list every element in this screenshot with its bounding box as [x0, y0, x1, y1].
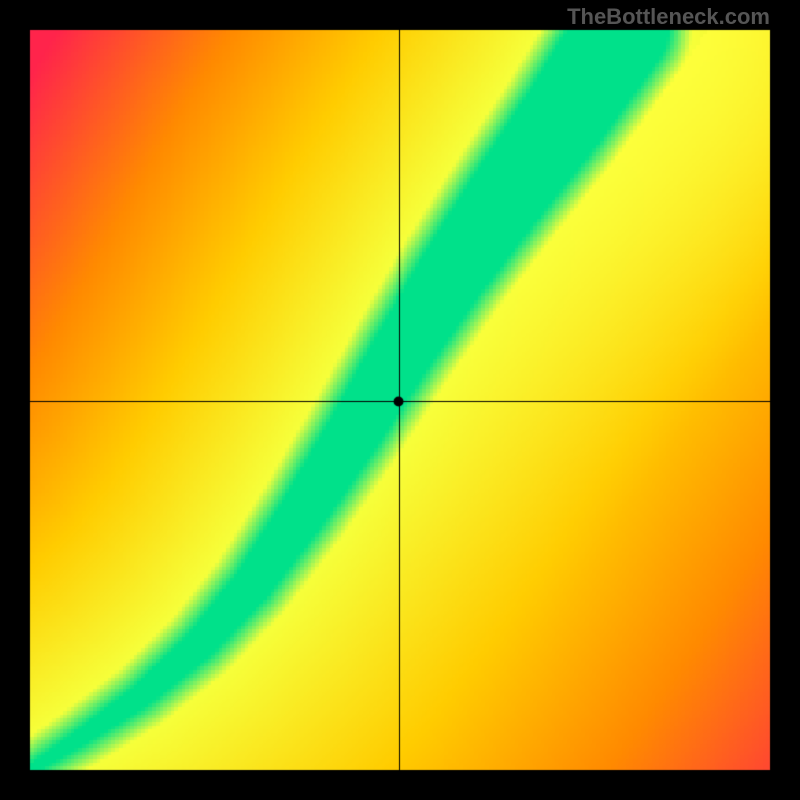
watermark-text: TheBottleneck.com	[567, 4, 770, 30]
bottleneck-heatmap	[0, 0, 800, 800]
chart-container: { "chart": { "type": "heatmap", "canvas_…	[0, 0, 800, 800]
